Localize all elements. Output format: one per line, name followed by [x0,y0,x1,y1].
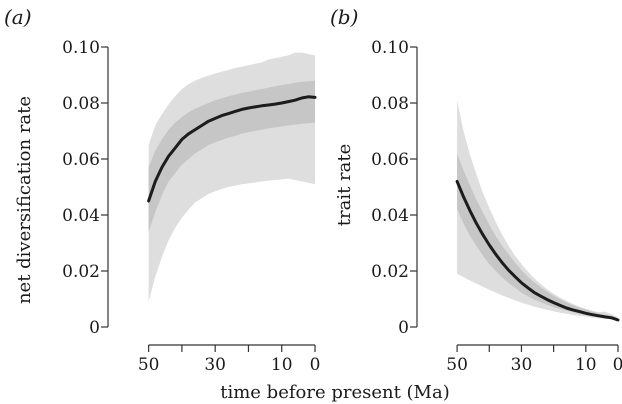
panel-b-x-tick-label: 50 [446,355,468,375]
panel-a-x-tick-label: 30 [204,355,226,375]
panel-b-y-tick-label: 0.08 [371,94,409,114]
panel-b-y-tick-label: 0 [398,318,409,338]
panel-a: (a) 0 0.02 0.04 0.06 0.08 0.10 50 30 10 0 net di… [4,5,320,375]
panel-a-x-tick-label: 0 [310,355,321,375]
panel-a-y-tick-label: 0.06 [62,150,100,170]
panel-a-y-tick-label: 0 [89,318,100,338]
panel-a-inner-uncertainty-band [148,80,315,232]
panel-b-x-tick-label: 30 [511,355,533,375]
panel-b-y-tick-label: 0.02 [371,262,409,282]
panel-a-mean-line [147,95,317,203]
panel-b-y-tick-label: 0.04 [371,206,409,226]
panel-a-y-tick-label: 0.02 [62,262,100,282]
panel-a-y-tick-label: 0.04 [62,206,100,226]
panel-b-y-axis-label: trait rate [334,144,355,227]
shared-x-axis-label: time before present (Ma) [220,382,450,403]
panel-b-mean-line [455,179,620,322]
panel-b-label: (b) [330,5,358,29]
panel-b-x-tick-label: 10 [575,355,597,375]
panel-b-y-tick-label: 0.06 [371,150,409,170]
panel-b-plot-area [455,100,620,322]
panel-a-plot-area [147,52,317,302]
panel-a-label: (a) [4,5,32,29]
panel-b-x-ticks: 50 30 10 0 [446,345,622,375]
panel-a-y-tick-label: 0.10 [62,38,100,58]
panel-a-x-ticks: 50 30 10 0 [138,345,321,375]
panel-b-y-tick-label: 0.10 [371,38,409,58]
panel-b-x-tick-label: 0 [613,355,622,375]
panel-a-x-tick-label: 10 [271,355,293,375]
panel-b-y-ticks: 0 0.02 0.04 0.06 0.08 0.10 [371,38,417,338]
panel-a-y-axis-label: net diversification rate [14,96,35,304]
panel-a-y-ticks: 0 0.02 0.04 0.06 0.08 0.10 [62,38,108,338]
panel-a-x-tick-label: 50 [138,355,160,375]
panel-a-y-tick-label: 0.08 [62,94,100,114]
panel-b: (b) 0 0.02 0.04 0.06 0.08 0.10 50 30 10 0 trait … [330,5,622,375]
panel-b-inner-uncertainty-band [457,153,618,321]
